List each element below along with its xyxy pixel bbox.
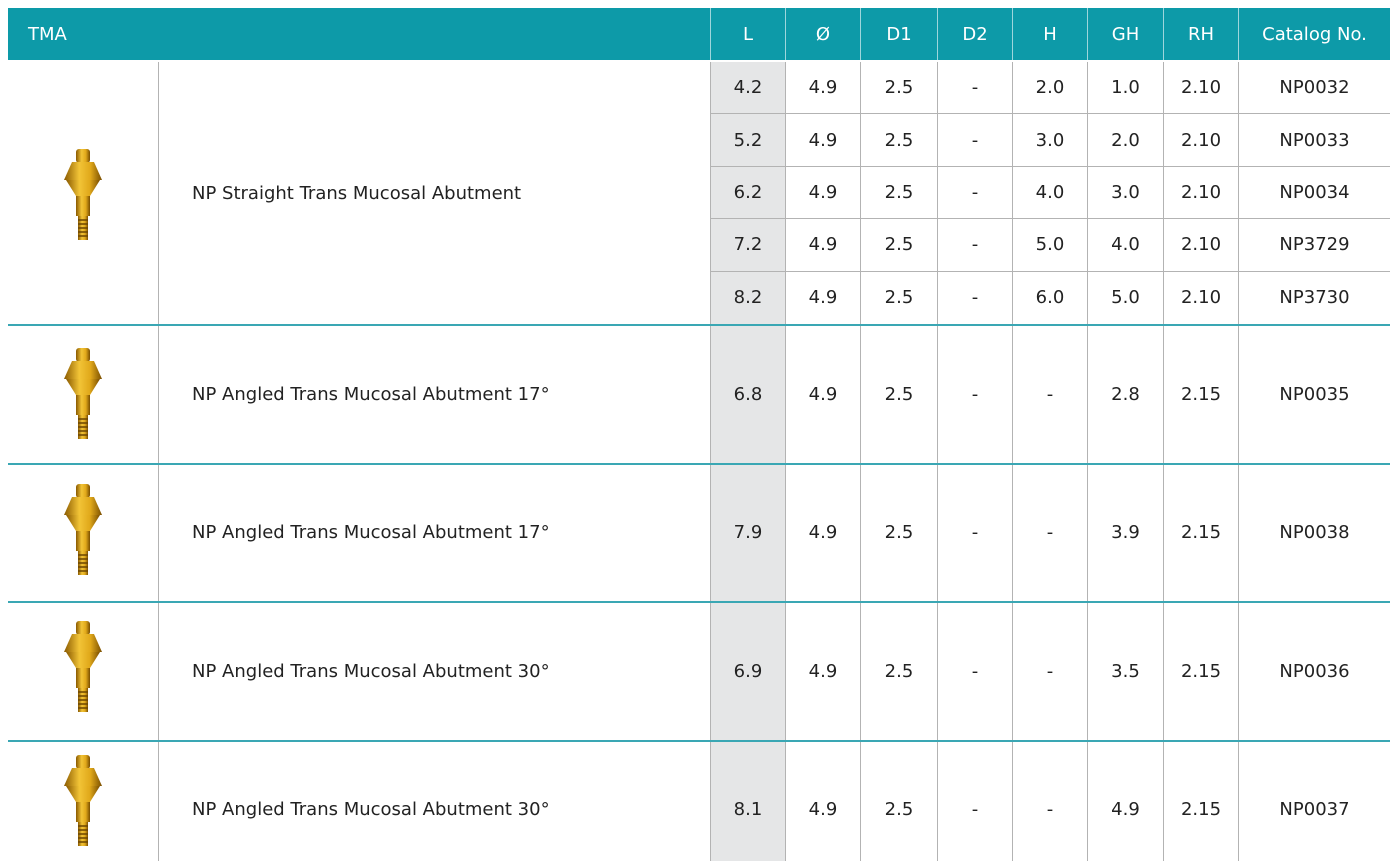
table-cell: 5.0 [1087,272,1163,324]
table-cell: - [1012,465,1087,602]
product-name: NP Angled Trans Mucosal Abutment 30° [158,603,710,740]
table-cell: 2.15 [1163,465,1238,602]
table-cell: - [1012,326,1087,463]
table-cell: 3.0 [1012,114,1087,166]
table-cell: NP0036 [1238,603,1390,740]
header-cell: TMA [8,8,710,60]
header-cell: GH [1087,8,1163,60]
header-cell: Ø [785,8,860,60]
header-cell: D2 [937,8,1012,60]
header-cell: D1 [860,8,937,60]
product-name: NP Straight Trans Mucosal Abutment [158,62,710,324]
table-cell: 4.9 [785,62,860,114]
table-cell: - [1012,603,1087,740]
table-cell: 2.10 [1163,114,1238,166]
table-cell: 7.2 [710,219,785,271]
header-cell: Catalog No. [1238,8,1390,60]
table-cell: 2.5 [860,742,937,861]
product-name: NP Angled Trans Mucosal Abutment 17° [158,465,710,602]
table-cell: 6.0 [1012,272,1087,324]
table-cell: 2.0 [1012,62,1087,114]
table-cell: - [937,167,1012,219]
table-cell: 8.1 [710,742,785,861]
table-cell: 4.9 [785,742,860,861]
product-name: NP Angled Trans Mucosal Abutment 30° [158,742,710,861]
header-cell: H [1012,8,1087,60]
table-cell: 3.5 [1087,603,1163,740]
table-cell: 2.5 [860,114,937,166]
table-cell: - [937,742,1012,861]
table-cell: 2.10 [1163,167,1238,219]
table-cell: 6.8 [710,326,785,463]
table-cell: 2.0 [1087,114,1163,166]
table-cell: 2.5 [860,326,937,463]
table-cell: 5.0 [1012,219,1087,271]
table-cell: - [937,326,1012,463]
table-cell: 2.15 [1163,603,1238,740]
table-cell: - [937,114,1012,166]
table-cell: NP0033 [1238,114,1390,166]
table-cell: 2.5 [860,167,937,219]
table-cell: NP0037 [1238,742,1390,861]
table-cell: NP0032 [1238,62,1390,114]
table-cell: 6.9 [710,603,785,740]
table-cell: 2.10 [1163,62,1238,114]
table-cell: 2.10 [1163,272,1238,324]
table-cell: 8.2 [710,272,785,324]
table-cell: - [937,62,1012,114]
table-cell: NP3729 [1238,219,1390,271]
abutment-image [58,616,108,716]
table-cell: 1.0 [1087,62,1163,114]
table-cell: 4.9 [1087,742,1163,861]
table-cell: 2.15 [1163,742,1238,861]
catalog-table: TMALØD1D2HGHRHCatalog No. NP Straight Tra… [0,0,1394,861]
table-cell: 4.9 [785,219,860,271]
table-cell: - [937,603,1012,740]
table-cell: 4.9 [785,114,860,166]
table-cell: 5.2 [710,114,785,166]
table-cell: 3.9 [1087,465,1163,602]
table-cell: 2.5 [860,603,937,740]
table-cell: 4.9 [785,465,860,602]
table-cell: 3.0 [1087,167,1163,219]
table-cell: - [937,465,1012,602]
table-cell: 2.15 [1163,326,1238,463]
table-cell: NP0038 [1238,465,1390,602]
abutment-image [58,144,108,244]
table-cell: 2.5 [860,62,937,114]
table-cell: 4.0 [1087,219,1163,271]
table-cell: 2.10 [1163,219,1238,271]
table-cell: 4.9 [785,603,860,740]
table-cell: 7.9 [710,465,785,602]
table-cell: 2.5 [860,465,937,602]
product-name: NP Angled Trans Mucosal Abutment 17° [158,326,710,463]
table-cell: 2.8 [1087,326,1163,463]
table-cell: 6.2 [710,167,785,219]
table-cell: 2.5 [860,272,937,324]
table-cell: - [1012,742,1087,861]
header-cell: RH [1163,8,1238,60]
table-cell: 4.9 [785,326,860,463]
abutment-image [58,343,108,443]
abutment-image [58,750,108,850]
table-cell: 4.2 [710,62,785,114]
table-cell: - [937,272,1012,324]
table-cell: NP0035 [1238,326,1390,463]
abutment-image [58,479,108,579]
table-cell: 4.9 [785,167,860,219]
table-cell: 4.9 [785,272,860,324]
table-cell: - [937,219,1012,271]
table-cell: 2.5 [860,219,937,271]
table-cell: NP0034 [1238,167,1390,219]
header-cell: L [710,8,785,60]
table-cell: 4.0 [1012,167,1087,219]
table-cell: NP3730 [1238,272,1390,324]
